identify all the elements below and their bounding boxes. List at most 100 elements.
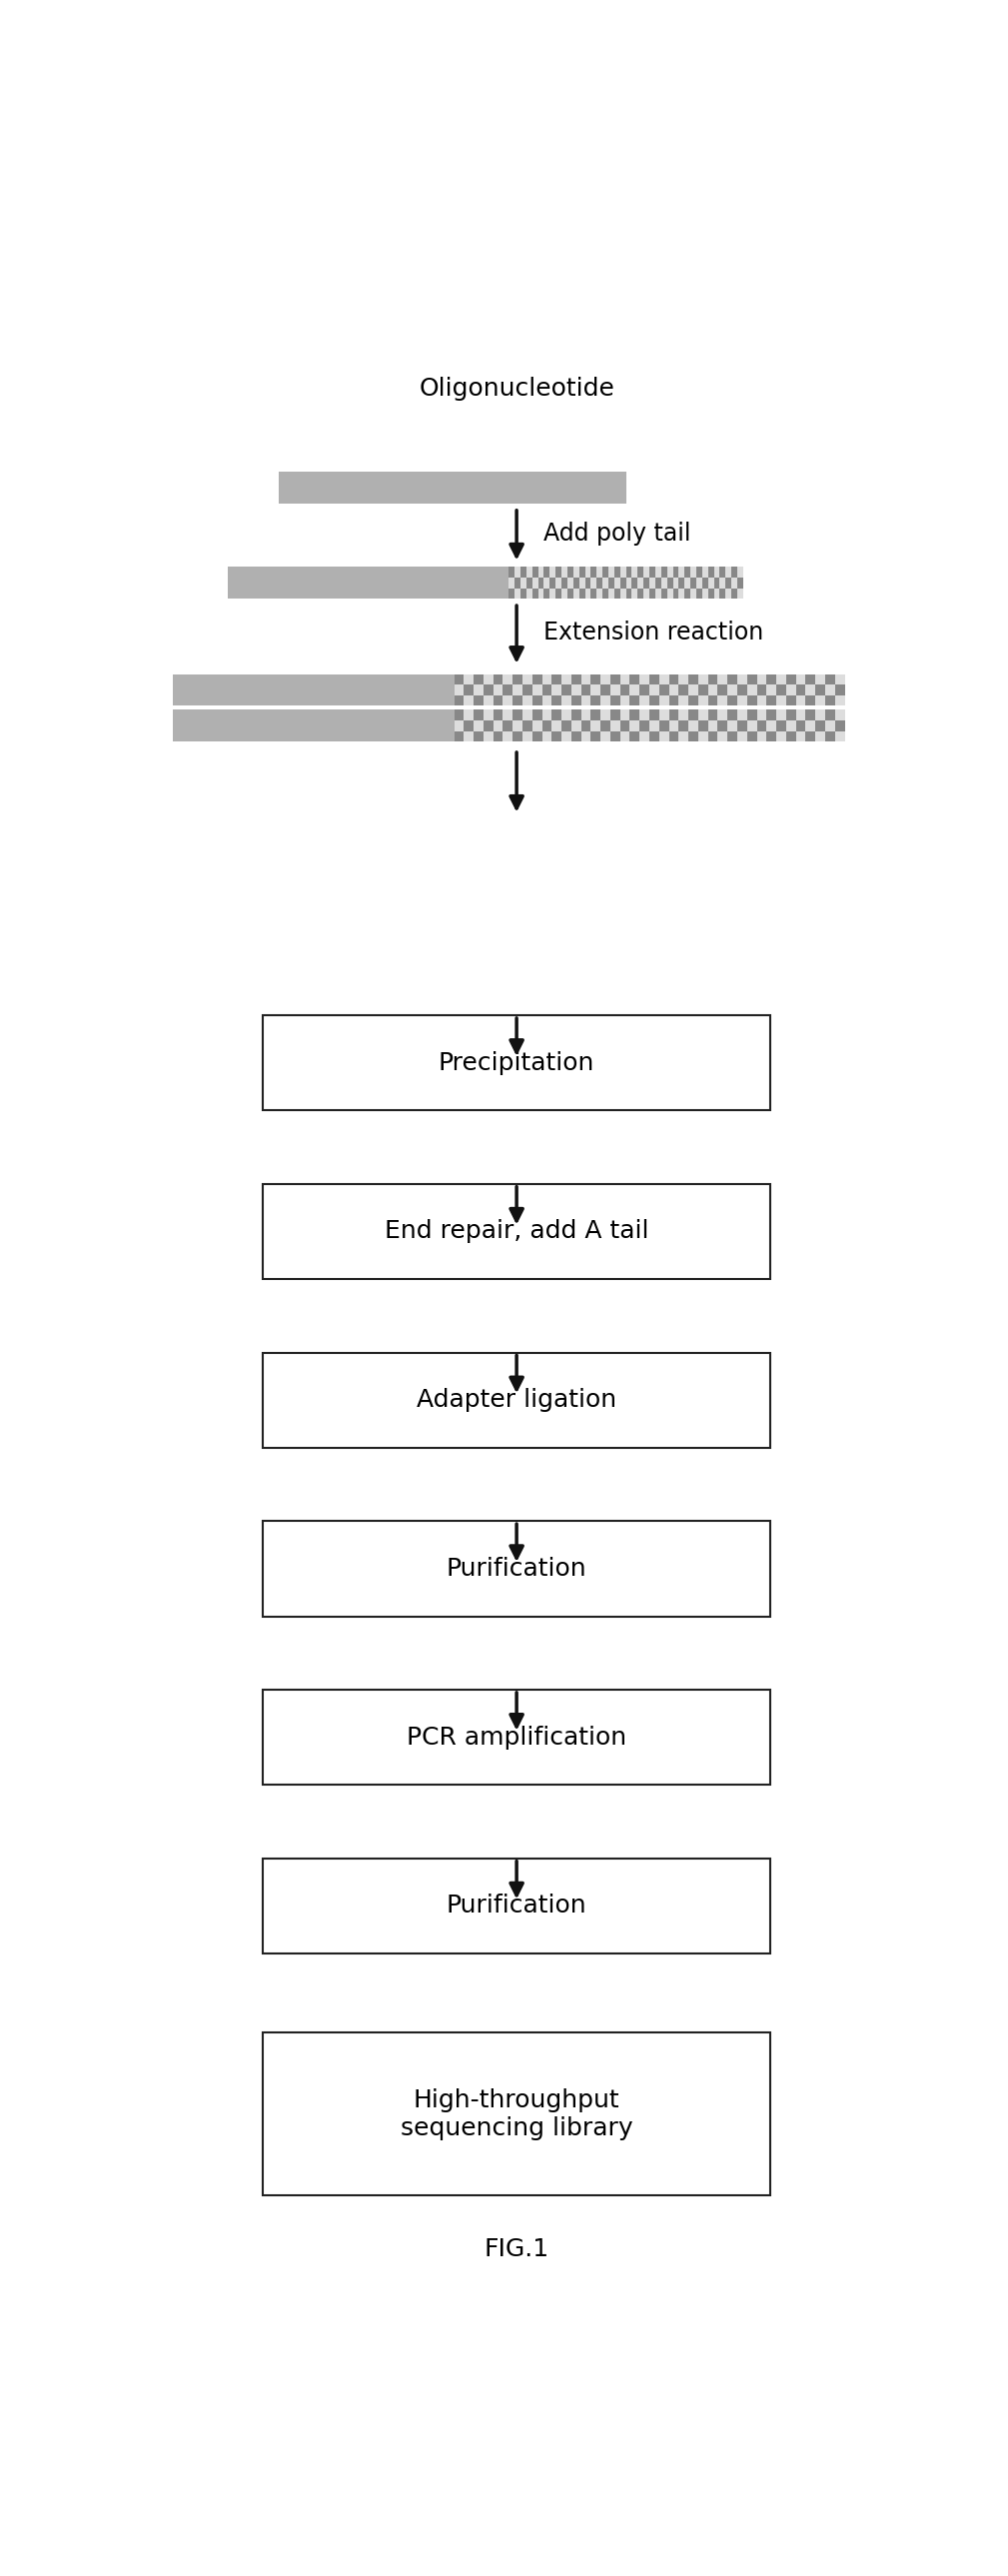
Text: Add poly tail: Add poly tail [544, 520, 691, 546]
Bar [561, 685, 572, 696]
Bar [835, 696, 845, 706]
Bar [659, 732, 669, 742]
Bar [601, 675, 610, 685]
Bar [591, 577, 597, 587]
Bar [718, 732, 728, 742]
Bar [591, 685, 601, 696]
Bar [786, 721, 796, 732]
Bar [544, 577, 549, 587]
Bar [503, 675, 513, 685]
Bar [703, 567, 708, 577]
Bar [474, 732, 484, 742]
Bar [626, 567, 632, 577]
Bar [632, 567, 638, 577]
Bar [638, 567, 643, 577]
Bar [640, 711, 649, 721]
Bar [640, 721, 649, 732]
Bar [815, 685, 826, 696]
Bar [542, 696, 551, 706]
Bar [640, 732, 649, 742]
Text: FIG.1: FIG.1 [484, 2236, 549, 2262]
Bar [591, 732, 601, 742]
Text: Oligonucleotide: Oligonucleotide [418, 376, 615, 399]
Text: High-throughput
sequencing library: High-throughput sequencing library [400, 2089, 633, 2141]
Bar [669, 721, 678, 732]
Bar [708, 577, 714, 587]
Bar [561, 675, 572, 685]
Bar [728, 721, 737, 732]
Bar [503, 685, 513, 696]
Bar [493, 675, 503, 685]
Bar [720, 567, 726, 577]
Bar [581, 696, 591, 706]
Bar [649, 696, 659, 706]
Bar [732, 577, 737, 587]
Bar [581, 732, 591, 742]
Bar [561, 732, 572, 742]
Bar [643, 577, 649, 587]
Bar [620, 711, 630, 721]
Bar [551, 721, 561, 732]
Bar [579, 567, 585, 577]
Bar [597, 577, 603, 587]
Bar [532, 721, 542, 732]
Bar [776, 732, 786, 742]
Bar [568, 587, 574, 598]
Bar [815, 675, 826, 685]
Bar [649, 587, 655, 598]
Bar [585, 587, 591, 598]
Bar [522, 675, 532, 685]
Bar [659, 721, 669, 732]
Bar [591, 696, 601, 706]
Bar [776, 675, 786, 685]
Bar [601, 711, 610, 721]
Bar [620, 577, 626, 587]
Bar [649, 711, 659, 721]
Bar [737, 711, 747, 721]
Bar [673, 577, 678, 587]
Bar [610, 675, 620, 685]
Bar [796, 721, 805, 732]
Bar [661, 577, 667, 587]
Bar [835, 711, 845, 721]
Bar [493, 696, 503, 706]
Bar [757, 675, 766, 685]
Bar [484, 732, 493, 742]
Bar [747, 696, 757, 706]
Bar [551, 732, 561, 742]
Bar [474, 721, 484, 732]
Bar [626, 587, 632, 598]
Bar [522, 711, 532, 721]
Bar [581, 675, 591, 685]
Bar [638, 577, 643, 587]
Bar [699, 732, 708, 742]
Bar [493, 685, 503, 696]
Bar [579, 577, 585, 587]
Bar [532, 696, 542, 706]
Bar [703, 587, 708, 598]
Bar [549, 567, 555, 577]
Bar [585, 567, 591, 577]
Bar [555, 567, 561, 577]
Bar [532, 577, 538, 587]
Bar [522, 685, 532, 696]
Bar [630, 732, 640, 742]
Bar [708, 685, 718, 696]
Bar [263, 1352, 770, 1448]
Bar [173, 711, 454, 742]
Text: Purification: Purification [447, 1556, 587, 1582]
Bar [591, 711, 601, 721]
Bar [697, 577, 703, 587]
Bar [609, 577, 614, 587]
Bar [561, 587, 568, 598]
Bar [549, 587, 555, 598]
Bar [690, 587, 697, 598]
Bar [520, 577, 526, 587]
Bar [630, 721, 640, 732]
Bar [786, 675, 796, 685]
Bar [678, 577, 684, 587]
Bar [786, 732, 796, 742]
Bar [699, 711, 708, 721]
Bar [655, 587, 661, 598]
Bar [669, 732, 678, 742]
